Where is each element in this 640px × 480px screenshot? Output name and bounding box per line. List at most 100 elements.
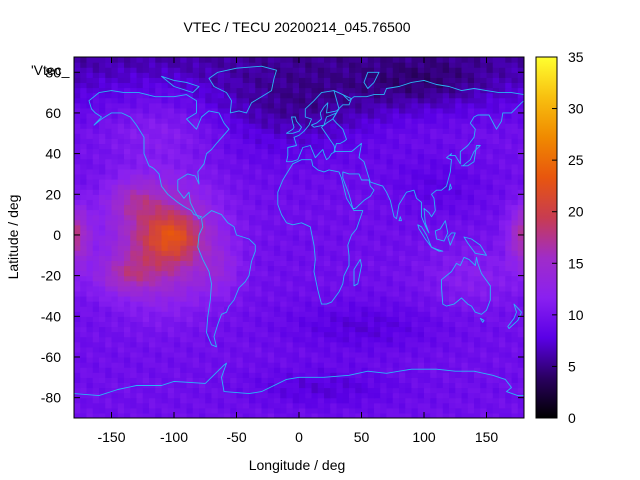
heatmap-cell bbox=[330, 255, 338, 261]
heatmap-cell bbox=[224, 153, 231, 160]
heatmap-cell bbox=[167, 367, 175, 373]
heatmap-cell bbox=[455, 229, 463, 236]
heatmap-cell bbox=[86, 377, 94, 383]
heatmap-cell bbox=[380, 199, 388, 206]
heatmap-cell bbox=[86, 138, 94, 145]
heatmap-cell bbox=[236, 158, 244, 165]
heatmap-cell bbox=[417, 372, 425, 378]
heatmap-cell bbox=[211, 219, 219, 226]
heatmap-cell bbox=[174, 143, 181, 150]
heatmap-cell bbox=[342, 92, 350, 99]
heatmap-cell bbox=[174, 341, 181, 348]
heatmap-cell bbox=[155, 92, 163, 99]
heatmap-cell bbox=[130, 306, 138, 312]
heatmap-cell bbox=[192, 341, 200, 348]
heatmap-cell bbox=[461, 387, 469, 394]
heatmap-cell bbox=[74, 316, 81, 322]
heatmap-cell bbox=[517, 285, 524, 292]
heatmap-cell bbox=[230, 367, 238, 373]
heatmap-cell bbox=[442, 234, 450, 241]
heatmap-cell bbox=[424, 275, 431, 282]
heatmap-cell bbox=[130, 265, 138, 272]
heatmap-cell bbox=[342, 107, 350, 114]
heatmap-cell bbox=[424, 397, 431, 404]
heatmap-cell bbox=[286, 382, 294, 389]
heatmap-cell bbox=[499, 351, 506, 358]
heatmap-cell bbox=[380, 173, 388, 180]
heatmap-cell bbox=[224, 194, 231, 200]
heatmap-cell bbox=[161, 87, 169, 94]
heatmap-cell bbox=[405, 118, 413, 124]
heatmap-cell bbox=[461, 163, 469, 170]
heatmap-cell bbox=[136, 245, 144, 251]
heatmap-cell bbox=[130, 133, 138, 139]
heatmap-cell bbox=[311, 179, 319, 185]
heatmap-cell bbox=[149, 377, 156, 383]
heatmap-cell bbox=[336, 189, 344, 195]
heatmap-cell bbox=[249, 387, 256, 394]
heatmap-cell bbox=[474, 82, 481, 89]
heatmap-cell bbox=[186, 148, 194, 155]
heatmap-cell bbox=[149, 392, 156, 399]
heatmap-cell bbox=[399, 275, 406, 282]
heatmap-cell bbox=[311, 234, 319, 241]
heatmap-cell bbox=[492, 392, 500, 399]
heatmap-cell bbox=[192, 77, 200, 84]
heatmap-cell bbox=[149, 153, 156, 160]
heatmap-cell bbox=[142, 224, 150, 231]
heatmap-cell bbox=[392, 362, 400, 368]
heatmap-cell bbox=[442, 407, 450, 414]
heatmap-cell bbox=[430, 336, 438, 343]
heatmap-cell bbox=[261, 148, 269, 155]
heatmap-cell bbox=[449, 270, 456, 277]
heatmap-cell bbox=[167, 407, 175, 414]
heatmap-cell bbox=[449, 280, 456, 287]
heatmap-cell bbox=[186, 82, 194, 89]
heatmap-cell bbox=[367, 250, 375, 256]
heatmap-cell bbox=[386, 107, 394, 114]
heatmap-cell bbox=[424, 148, 431, 155]
heatmap-cell bbox=[130, 367, 138, 373]
heatmap-cell bbox=[436, 372, 444, 378]
heatmap-cell bbox=[492, 387, 500, 394]
heatmap-cell bbox=[467, 275, 475, 282]
heatmap-cell bbox=[511, 260, 519, 267]
heatmap-cell bbox=[349, 82, 356, 89]
heatmap-cell bbox=[111, 392, 119, 399]
heatmap-cell bbox=[511, 326, 519, 333]
heatmap-cell bbox=[330, 204, 338, 211]
heatmap-cell bbox=[505, 199, 513, 206]
heatmap-cell bbox=[105, 72, 113, 78]
heatmap-cell bbox=[186, 179, 194, 185]
heatmap-cell bbox=[186, 184, 194, 190]
heatmap-cell bbox=[467, 229, 475, 236]
heatmap-cell bbox=[299, 97, 306, 104]
heatmap-cell bbox=[274, 123, 281, 129]
heatmap-cell bbox=[92, 214, 100, 221]
heatmap-cell bbox=[230, 362, 238, 368]
heatmap-cell bbox=[299, 362, 306, 368]
heatmap-cell bbox=[180, 229, 188, 236]
heatmap-cell bbox=[467, 102, 475, 109]
heatmap-cell bbox=[467, 250, 475, 256]
heatmap-cell bbox=[180, 326, 188, 333]
heatmap-cell bbox=[380, 168, 388, 175]
heatmap-cell bbox=[305, 290, 313, 297]
heatmap-cell bbox=[486, 148, 494, 155]
heatmap-cell bbox=[374, 179, 381, 185]
heatmap-cell bbox=[417, 214, 425, 221]
heatmap-cell bbox=[374, 209, 381, 216]
heatmap-cell bbox=[399, 179, 406, 185]
heatmap-cell bbox=[486, 173, 494, 180]
heatmap-cell bbox=[242, 316, 250, 322]
heatmap-cell bbox=[349, 280, 356, 287]
heatmap-cell bbox=[174, 356, 181, 363]
heatmap-cell bbox=[74, 245, 81, 251]
heatmap-cell bbox=[142, 209, 150, 216]
heatmap-cell bbox=[174, 219, 181, 226]
heatmap-cell bbox=[205, 123, 213, 129]
heatmap-cell bbox=[405, 306, 413, 312]
heatmap-cell bbox=[124, 148, 131, 155]
heatmap-cell bbox=[349, 306, 356, 312]
heatmap-cell bbox=[367, 392, 375, 399]
